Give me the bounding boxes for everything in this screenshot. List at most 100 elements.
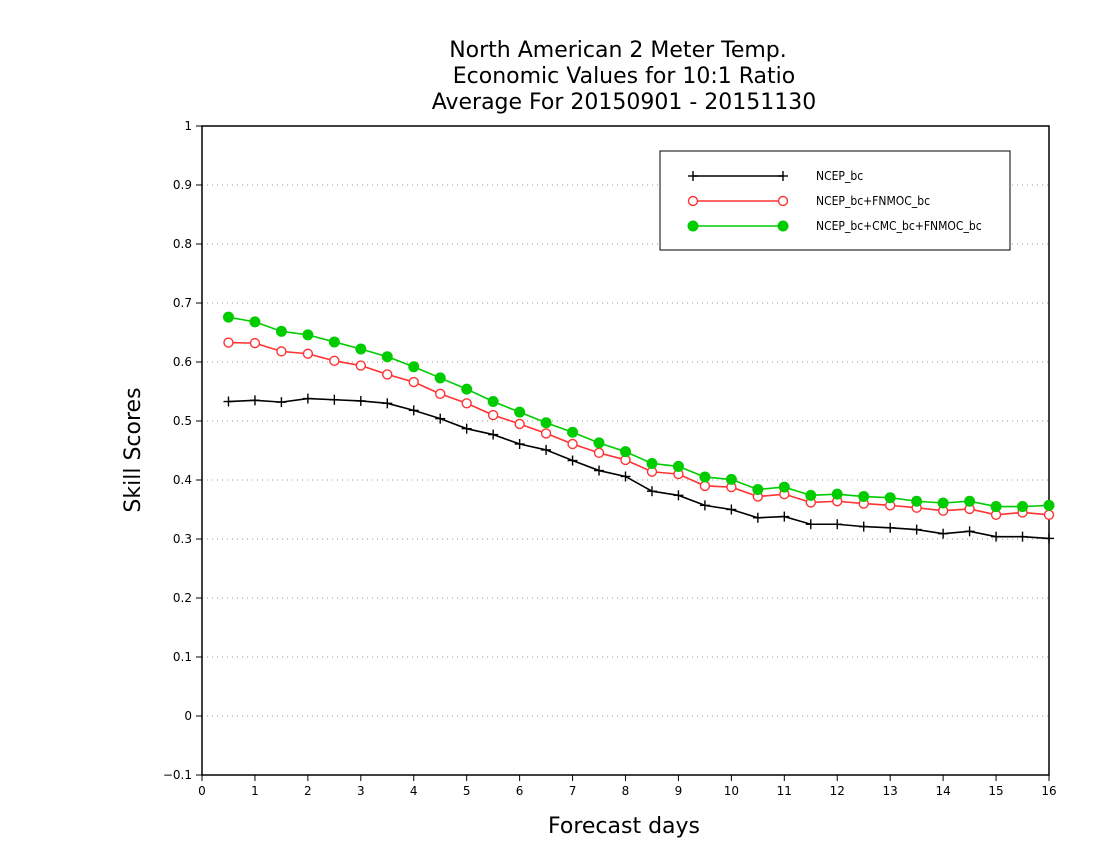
x-tick-label: 1 — [251, 784, 259, 798]
series-3-point — [831, 488, 843, 500]
series-1-point — [594, 465, 605, 476]
series-1-point — [646, 486, 657, 497]
series-3-point — [937, 497, 949, 509]
series-3-point — [434, 372, 446, 384]
series-3-point — [593, 437, 605, 449]
series-1-point — [726, 504, 737, 515]
series-3-point — [1043, 499, 1055, 511]
series-1-point — [779, 511, 790, 522]
series-3-point — [514, 406, 526, 418]
series-1-point — [488, 429, 499, 440]
legend-marker — [777, 220, 789, 232]
series-3-point — [302, 329, 314, 341]
series-3-point — [408, 361, 420, 373]
series-1 — [223, 393, 1054, 544]
series-2-line — [228, 341, 1050, 516]
series-2-point — [435, 388, 446, 400]
series — [222, 311, 1055, 544]
x-axis-label: Forecast days — [548, 814, 700, 839]
y-tick-label: 0.6 — [173, 355, 192, 369]
series-3-point — [884, 492, 896, 504]
x-axis-ticks: 0 1 2 3 4 5 6 7 8 9 10 11 12 13 14 15 16 — [198, 775, 1057, 798]
series-2 — [223, 337, 1055, 521]
series-2-point — [329, 355, 340, 367]
x-tick-label: 6 — [516, 784, 524, 798]
y-axis-label: Skill Scores — [121, 387, 146, 512]
legend-label: NCEP_bc — [816, 169, 863, 183]
series-1-point — [461, 423, 472, 434]
series-3-point — [646, 457, 658, 469]
series-3-point — [778, 481, 790, 493]
series-3-point — [487, 396, 499, 408]
x-tick-label: 0 — [198, 784, 206, 798]
x-tick-label: 9 — [675, 784, 683, 798]
y-tick-label: 0.7 — [173, 296, 192, 310]
legend-marker — [777, 195, 789, 207]
x-tick-label: 5 — [463, 784, 471, 798]
x-tick-label: 8 — [622, 784, 630, 798]
series-1-point — [858, 521, 869, 532]
series-1-point — [964, 526, 975, 537]
x-tick-label: 16 — [1041, 784, 1056, 798]
series-1-point — [223, 396, 234, 407]
series-1-point — [355, 395, 366, 406]
series-3-point — [567, 426, 579, 438]
series-2-point — [249, 337, 261, 349]
y-tick-label: 1 — [184, 119, 192, 133]
series-1-line — [228, 397, 1050, 540]
series-1-point — [514, 439, 525, 450]
x-tick-label: 10 — [724, 784, 739, 798]
series-1-point — [567, 455, 578, 466]
series-1-point — [249, 395, 260, 406]
series-3-point — [355, 343, 367, 355]
series-3-point — [222, 311, 234, 323]
legend-marker — [687, 220, 699, 232]
series-1-point — [1044, 533, 1054, 544]
x-tick-label: 14 — [935, 784, 950, 798]
series-2-point — [487, 409, 499, 421]
y-tick-label: 0.2 — [173, 591, 192, 605]
y-axis-ticks: −0.1 0 0.1 0.2 0.3 0.4 0.5 0.6 0.7 0.8 0.9 1 — [163, 119, 202, 782]
series-3-point — [381, 351, 393, 363]
series-3-point — [911, 495, 923, 507]
series-1-point — [1017, 531, 1028, 542]
y-tick-label: −0.1 — [163, 768, 192, 782]
series-3-point — [752, 483, 764, 495]
series-1-point — [938, 528, 949, 539]
series-3-point — [858, 491, 870, 503]
legend-entry-3: NCEP_bc+CMC_bc+FNMOC_bc — [687, 219, 982, 233]
series-3-point — [461, 383, 473, 395]
series-1-point — [541, 444, 552, 455]
legend-marker — [687, 195, 699, 207]
y-tick-label: 0 — [184, 709, 192, 723]
legend-label: NCEP_bc+FNMOC_bc — [816, 194, 930, 208]
series-1-point — [408, 405, 419, 416]
series-2-point — [302, 348, 314, 359]
x-tick-label: 2 — [304, 784, 312, 798]
series-3-point — [620, 446, 631, 458]
series-2-point — [1043, 509, 1055, 521]
series-3-point — [328, 336, 340, 348]
legend-label: NCEP_bc+CMC_bc+FNMOC_bc — [816, 219, 982, 233]
series-2-point — [382, 369, 393, 380]
x-tick-label: 12 — [830, 784, 845, 798]
title-line-3: Average For 20150901 - 20151130 — [432, 90, 817, 115]
title-line-2: Economic Values for 10:1 Ratio — [453, 64, 795, 89]
x-tick-label: 11 — [777, 784, 792, 798]
legend-entry-2: NCEP_bc+FNMOC_bc — [687, 194, 930, 208]
series-2-point — [593, 447, 605, 459]
series-2-point — [276, 346, 287, 357]
legend-entry-1: NCEP_bc — [688, 169, 863, 183]
series-1-point — [699, 500, 710, 511]
series-2-point — [567, 438, 578, 450]
series-2-point — [540, 428, 552, 439]
y-tick-label: 0.5 — [173, 414, 192, 428]
series-1-point — [302, 393, 313, 404]
series-1-point — [832, 519, 843, 530]
y-tick-label: 0.8 — [173, 237, 192, 251]
y-tick-label: 0.9 — [173, 178, 192, 192]
series-3-point — [275, 325, 287, 337]
y-tick-label: 0.3 — [173, 532, 192, 546]
series-1-point — [752, 512, 763, 523]
series-1-point — [329, 394, 340, 405]
